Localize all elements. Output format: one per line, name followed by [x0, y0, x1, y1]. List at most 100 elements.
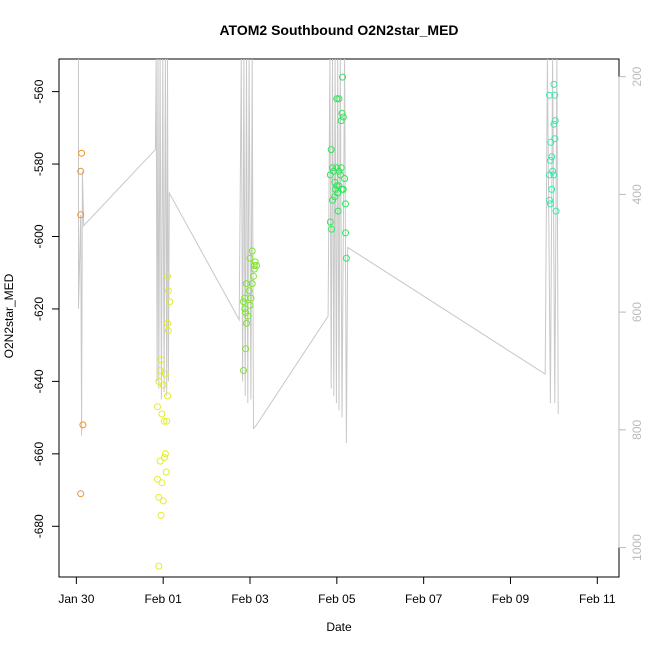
data-point: [157, 356, 165, 364]
data-point: [338, 109, 346, 117]
y-tick-label: -680: [32, 514, 46, 538]
data-point: [241, 294, 249, 302]
data-point: [546, 156, 554, 164]
data-point: [339, 73, 346, 81]
data-point: [327, 146, 335, 154]
x-tick-label: Jan 30: [58, 592, 94, 606]
data-point: [159, 497, 167, 505]
data-point: [339, 113, 347, 121]
data-point: [339, 185, 347, 193]
data-point: [164, 272, 171, 280]
data-point: [551, 135, 559, 143]
data-point: [333, 182, 341, 190]
data-point: [157, 511, 165, 519]
data-point: [250, 272, 257, 280]
y-tick-label: -640: [32, 369, 46, 393]
x-axis: Jan 30 Feb 01 Feb 03 Feb 05 Feb 07 Feb 09 Feb …: [58, 576, 616, 606]
y-axis: -680 -660 -640 -620 -600 -580 -560: [32, 79, 60, 538]
data-point: [243, 280, 250, 288]
data-point: [240, 298, 247, 306]
data-point: [342, 254, 350, 262]
data-point: [156, 457, 164, 465]
data-point: [246, 254, 254, 262]
data-point: [333, 164, 341, 172]
series-3: [326, 73, 350, 262]
data-point: [337, 117, 345, 125]
series-4: [546, 80, 560, 215]
data-point: [341, 175, 349, 182]
data-point: [552, 207, 560, 215]
x-tick-label: Feb 05: [318, 592, 356, 606]
data-point: [162, 468, 170, 476]
data-point: [546, 196, 553, 204]
data-point: [548, 153, 556, 161]
data-point: [550, 171, 558, 179]
x-axis-label: Date: [326, 620, 352, 634]
data-point: [243, 319, 250, 327]
data-point: [546, 91, 553, 99]
y-axis-label: O2N2star_MED: [2, 273, 16, 358]
data-point: [550, 80, 558, 88]
data-point: [158, 479, 166, 487]
data-point: [342, 229, 349, 237]
data-point: [326, 218, 334, 226]
data-point: [154, 403, 161, 411]
data-point: [161, 454, 168, 461]
data-point: [245, 287, 253, 295]
data-point: [159, 381, 167, 389]
data-point: [548, 185, 556, 193]
data-point: [333, 95, 341, 103]
data-point: [241, 305, 249, 313]
series-2: [240, 247, 260, 374]
data-point: [334, 207, 342, 215]
data-point: [329, 164, 336, 172]
data-point: [156, 367, 164, 374]
data-point: [251, 258, 259, 266]
trajectory-line-layer: [78, 58, 559, 444]
data-point: [546, 200, 554, 208]
data-point: [78, 149, 86, 157]
data-point: [158, 410, 166, 418]
data-point: [163, 417, 171, 425]
data-point: [342, 200, 349, 208]
data-point: [246, 301, 254, 309]
y2-tick-label: 800: [630, 420, 644, 440]
data-point: [242, 345, 250, 353]
data-point: [154, 475, 161, 483]
y-tick-label: -560: [32, 79, 46, 103]
data-point: [155, 493, 163, 501]
data-point: [250, 262, 258, 269]
x-tick-label: Feb 01: [145, 592, 183, 606]
data-points-layer: [77, 73, 560, 570]
data-point: [161, 450, 169, 458]
y-tick-label: -600: [32, 224, 46, 248]
data-point: [329, 196, 336, 204]
y2-tick-label: 600: [630, 302, 644, 322]
series-0: [77, 149, 87, 498]
data-point: [155, 377, 163, 385]
trajectory-line: [78, 58, 559, 444]
data-point: [160, 417, 168, 425]
data-point: [551, 91, 559, 99]
x-tick-label: Feb 09: [492, 592, 530, 606]
data-point: [242, 309, 250, 317]
data-point: [164, 392, 171, 400]
data-point: [244, 312, 252, 320]
data-point: [337, 164, 345, 172]
data-point: [546, 171, 553, 179]
data-point: [551, 117, 559, 125]
data-point: [253, 262, 260, 269]
y-tick-label: -620: [32, 297, 46, 321]
y-axis-right: 200 400 600 800 1000: [618, 66, 644, 561]
y2-tick-label: 1000: [630, 534, 644, 561]
y2-tick-label: 400: [630, 184, 644, 204]
data-point: [331, 193, 339, 201]
data-point: [335, 167, 343, 175]
data-point: [79, 421, 87, 429]
data-point: [166, 298, 174, 306]
data-point: [335, 95, 343, 103]
chart-title: ATOM2 Southbound O2N2star_MED: [219, 22, 458, 38]
data-point: [248, 247, 256, 255]
series-1: [154, 272, 174, 570]
